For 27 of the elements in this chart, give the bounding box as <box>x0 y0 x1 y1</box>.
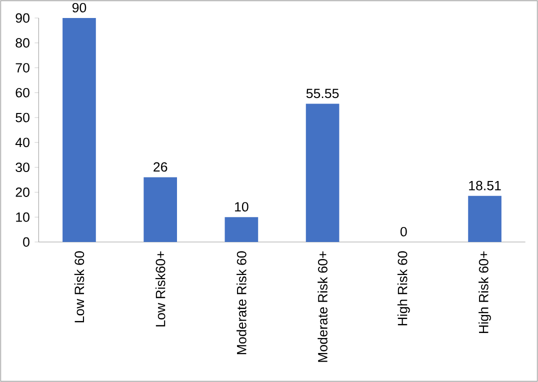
y-tick-label: 40 <box>15 138 30 148</box>
x-tick-label: Low Risk 60 <box>74 251 84 322</box>
bar <box>224 217 258 242</box>
x-tick-label: Low Risk60+ <box>155 251 166 326</box>
x-tick-label: Moderate Risk 60 <box>236 251 246 354</box>
x-tick-label: High Risk 60+ <box>478 251 491 333</box>
y-tick-label: 10 <box>16 212 30 222</box>
y-tick-label: 50 <box>16 112 30 122</box>
data-label: 10 <box>235 202 248 212</box>
x-tick-label: Moderate Risk 60+ <box>318 251 328 362</box>
bar <box>62 18 96 242</box>
bar <box>468 196 502 242</box>
bar <box>306 104 340 242</box>
y-tick-label: 70 <box>16 63 30 72</box>
bar <box>144 177 177 242</box>
data-label: 55.55 <box>306 88 339 98</box>
data-label: 90 <box>72 2 86 12</box>
data-label: 26 <box>154 162 168 172</box>
y-tick-label: 20 <box>16 188 30 197</box>
y-tick-label: 60 <box>16 88 30 98</box>
y-tick-label: 30 <box>16 162 30 172</box>
y-tick-label: 90 <box>16 13 30 23</box>
data-label: 0 <box>400 226 407 236</box>
data-label: 18.51 <box>469 180 501 190</box>
x-tick-label: High Risk 60 <box>397 251 410 326</box>
y-tick-label: 80 <box>16 38 30 48</box>
y-tick-label: 0 <box>23 237 30 247</box>
